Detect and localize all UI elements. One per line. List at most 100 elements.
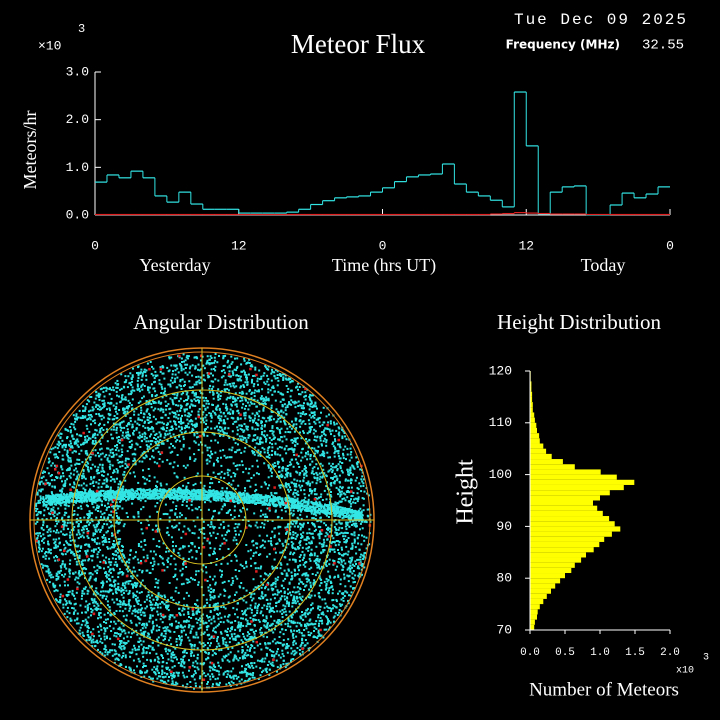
- detection: [73, 441, 76, 444]
- detection: [81, 417, 84, 419]
- detection: [168, 357, 171, 360]
- detection: [175, 638, 178, 640]
- detection: [227, 548, 230, 550]
- detection: [185, 578, 188, 581]
- detection: [141, 569, 144, 572]
- detection: [135, 598, 137, 601]
- detection: [57, 531, 60, 534]
- detection: [259, 575, 262, 578]
- detection: [318, 478, 321, 481]
- detection: [170, 622, 173, 625]
- detection: [101, 525, 104, 528]
- detection: [329, 430, 332, 433]
- detection: [99, 442, 102, 445]
- detection: [156, 598, 159, 601]
- detection: [224, 533, 227, 536]
- detection: [292, 424, 295, 427]
- detection: [336, 450, 339, 453]
- detection: [217, 512, 220, 515]
- detection: [94, 528, 97, 531]
- detection: [176, 439, 179, 441]
- detection: [162, 563, 165, 566]
- detection: [317, 624, 320, 627]
- detection: [287, 483, 290, 485]
- detection: [281, 612, 284, 615]
- detection: [152, 538, 155, 541]
- detection: [215, 602, 218, 605]
- detection: [320, 520, 323, 523]
- detection: [325, 587, 328, 589]
- detection: [271, 446, 274, 449]
- detection: [122, 655, 125, 657]
- detection: [203, 536, 206, 539]
- detection: [154, 395, 157, 397]
- detection: [338, 431, 341, 434]
- detection: [261, 522, 264, 525]
- detection: [124, 396, 127, 399]
- detection: [275, 659, 278, 662]
- detection: [268, 660, 271, 663]
- detection: [310, 512, 313, 515]
- detection: [111, 524, 114, 527]
- detection: [307, 480, 310, 483]
- detection: [357, 498, 360, 500]
- detection: [245, 638, 248, 641]
- detection: [317, 635, 320, 638]
- detection: [116, 469, 119, 472]
- detection: [271, 463, 274, 466]
- detection: [210, 591, 213, 594]
- detection: [265, 669, 268, 672]
- detection: [206, 628, 209, 631]
- detection: [137, 418, 140, 421]
- detection: [157, 579, 160, 582]
- detection: [260, 398, 263, 401]
- detection: [131, 376, 134, 378]
- detection: [60, 566, 63, 569]
- detection: [47, 461, 50, 464]
- detection: [130, 404, 133, 407]
- detection: [285, 572, 288, 575]
- detection: [271, 640, 274, 643]
- detection: [157, 450, 160, 453]
- detection: [313, 594, 316, 597]
- detection: [187, 578, 190, 581]
- detection: [230, 627, 233, 630]
- detection: [131, 389, 134, 392]
- detection: [117, 619, 120, 622]
- detection: [39, 511, 42, 514]
- detection: [230, 483, 233, 486]
- detection: [289, 431, 292, 434]
- detection: [218, 526, 221, 529]
- detection: [214, 413, 217, 416]
- detection: [212, 649, 215, 652]
- detection: [248, 650, 251, 652]
- detection: [308, 593, 311, 596]
- detection: [288, 603, 290, 606]
- detection: [45, 554, 48, 557]
- detection: [317, 566, 320, 569]
- detection: [108, 570, 111, 573]
- detection: [291, 546, 294, 549]
- detection: [98, 463, 101, 466]
- detection: [101, 436, 104, 439]
- detection: [114, 505, 117, 508]
- detection: [205, 428, 207, 430]
- detection: [297, 412, 300, 415]
- detection: [320, 543, 323, 546]
- detection: [76, 550, 78, 553]
- detection: [221, 570, 223, 573]
- detection: [182, 368, 185, 371]
- detection: [280, 446, 283, 449]
- detection: [276, 427, 279, 430]
- detection: [215, 607, 218, 610]
- detection: [231, 361, 234, 364]
- detection: [134, 610, 137, 613]
- detection: [279, 631, 282, 634]
- detection: [241, 613, 244, 616]
- detection: [99, 612, 102, 614]
- detection: [325, 415, 328, 418]
- detection: [199, 389, 201, 392]
- detection: [149, 443, 152, 446]
- detection: [109, 409, 111, 412]
- detection: [105, 428, 108, 431]
